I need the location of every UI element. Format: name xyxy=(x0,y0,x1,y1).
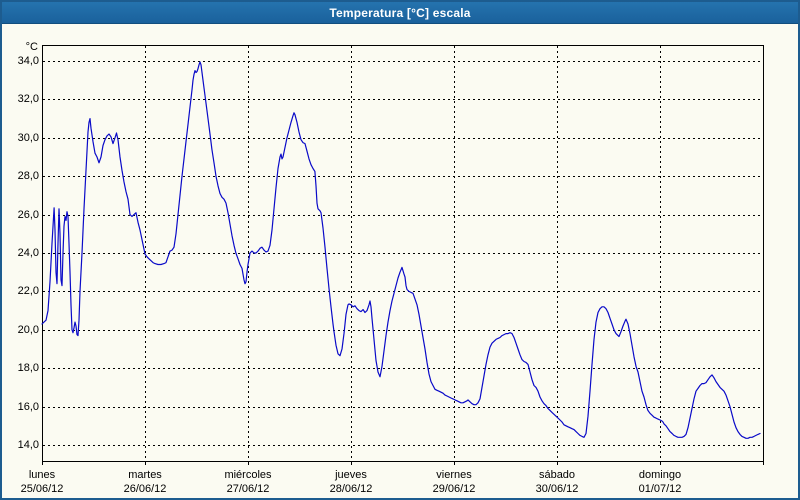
plot-border xyxy=(42,45,764,462)
window-title: Temperatura [°C] escala xyxy=(329,5,471,20)
title-bar: Temperatura [°C] escala xyxy=(2,2,798,24)
temperature-line xyxy=(41,61,761,439)
